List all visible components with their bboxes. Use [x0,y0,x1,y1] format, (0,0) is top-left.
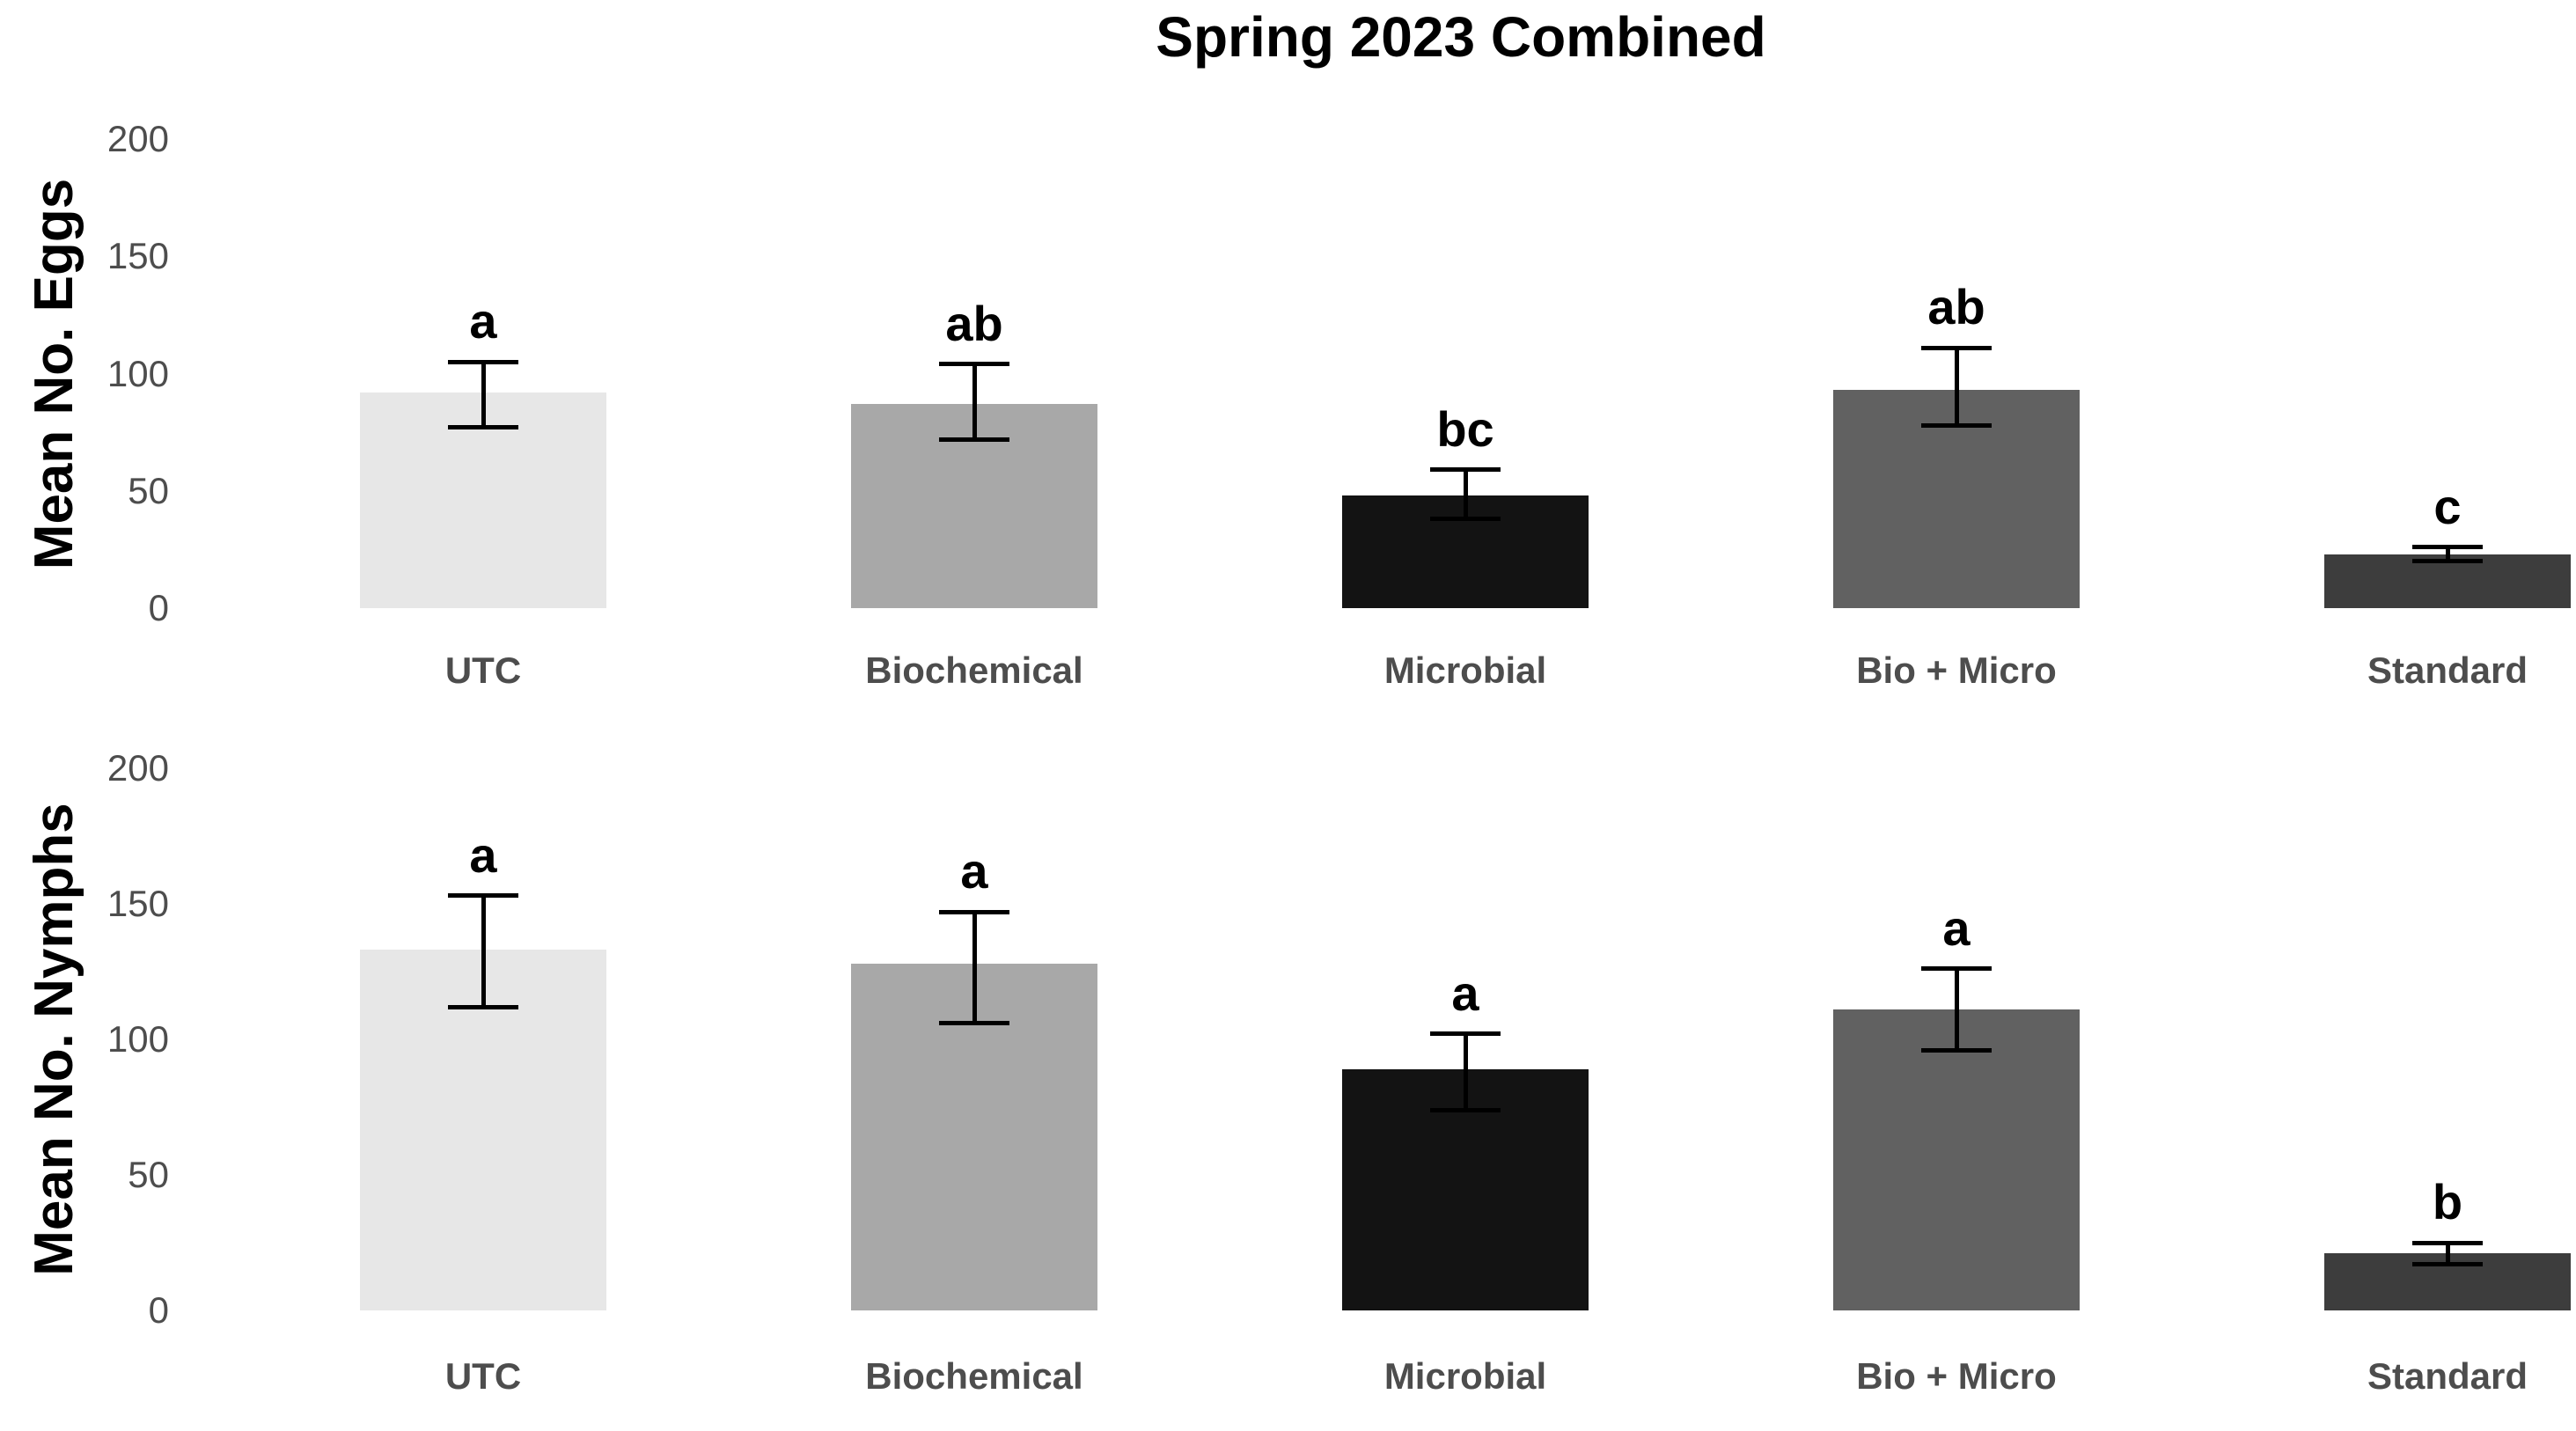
error-bar-line-eggs-utc [481,362,486,428]
error-bar-line-nymphs-bio-micro [1954,968,1959,1051]
error-bar-cap-bottom-nymphs-biochemical [939,1021,1009,1026]
y-tick-label-nymphs-50: 50 [128,1154,169,1195]
sig-letter-eggs-microbial: bc [1436,400,1494,457]
y-tick-label-eggs-0: 0 [148,587,169,628]
error-bar-line-nymphs-microbial [1463,1033,1468,1111]
error-bar-cap-bottom-eggs-standard [2412,559,2483,564]
error-bar-cap-bottom-eggs-utc [448,425,518,430]
error-bar-cap-bottom-nymphs-bio-micro [1921,1047,1992,1053]
error-bar-cap-top-nymphs-microbial [1430,1031,1501,1037]
error-bar-cap-bottom-nymphs-utc [448,1004,518,1009]
y-tick-label-nymphs-100: 100 [106,1018,169,1060]
error-bar-cap-top-eggs-biochemical [939,362,1009,367]
x-category-label-nymphs-biochemical: Biochemical [865,1355,1083,1397]
sig-letter-nymphs-utc: a [469,826,497,883]
error-bar-cap-top-eggs-microbial [1430,467,1501,473]
error-bar-cap-bottom-nymphs-microbial [1430,1107,1501,1112]
error-bar-line-eggs-biochemical [972,363,977,440]
error-bar-cap-bottom-eggs-bio-micro [1921,422,1992,428]
error-bar-cap-top-eggs-utc [448,359,518,364]
y-tick-label-eggs-100: 100 [106,352,169,394]
chart-title: Spring 2023 Combined [1156,5,1766,69]
sig-letter-nymphs-biochemical: a [960,843,988,899]
error-bar-cap-bottom-nymphs-standard [2412,1262,2483,1267]
sig-letter-eggs-biochemical: ab [945,295,1003,351]
error-bar-cap-bottom-eggs-microbial [1430,517,1501,522]
error-bar-line-nymphs-utc [481,895,486,1008]
error-bar-cap-bottom-eggs-biochemical [939,437,1009,442]
sig-letter-eggs-standard: c [2433,478,2462,534]
error-bar-cap-top-eggs-bio-micro [1921,345,1992,350]
error-bar-cap-top-nymphs-biochemical [939,909,1009,914]
x-category-label-nymphs-microbial: Microbial [1383,1355,1547,1397]
error-bar-line-nymphs-biochemical [972,912,977,1024]
bar-nymphs-bio-micro [1833,1009,2080,1310]
sig-letter-nymphs-standard: b [2432,1174,2463,1229]
x-category-label-nymphs-utc: UTC [444,1355,522,1397]
x-category-label-nymphs-standard: Standard [2367,1355,2528,1397]
y-tick-label-nymphs-150: 150 [106,883,169,924]
error-bar-cap-top-nymphs-utc [448,893,518,899]
x-category-label-eggs-microbial: Microbial [1383,649,1547,691]
error-bar-line-eggs-microbial [1463,469,1468,519]
y-tick-label-nymphs-200: 200 [106,747,169,789]
error-bar-cap-top-nymphs-standard [2412,1240,2483,1245]
x-category-label-eggs-standard: Standard [2367,649,2528,691]
x-category-label-eggs-biochemical: Biochemical [865,649,1083,691]
sig-letter-eggs-utc: a [469,293,497,349]
error-bar-line-eggs-standard [2445,547,2450,561]
x-category-label-eggs-utc: UTC [444,649,522,691]
error-bar-cap-top-nymphs-bio-micro [1921,966,1992,972]
sig-letter-nymphs-microbial: a [1451,965,1479,1021]
y-tick-label-nymphs-0: 0 [148,1289,169,1331]
sig-letter-eggs-bio-micro: ab [1927,279,1985,335]
x-category-label-nymphs-bio-micro: Bio + Micro [1856,1355,2057,1397]
y-tick-label-eggs-150: 150 [106,235,169,277]
sig-letter-nymphs-bio-micro: a [1942,899,1971,956]
error-bar-cap-top-eggs-standard [2412,545,2483,550]
error-bar-line-nymphs-standard [2445,1243,2450,1265]
error-bar-line-eggs-bio-micro [1954,348,1959,426]
y-tick-label-eggs-200: 200 [106,118,169,159]
bar-nymphs-utc [360,950,606,1310]
y-tick-label-eggs-50: 50 [128,469,169,511]
x-category-label-eggs-bio-micro: Bio + Micro [1856,649,2057,691]
